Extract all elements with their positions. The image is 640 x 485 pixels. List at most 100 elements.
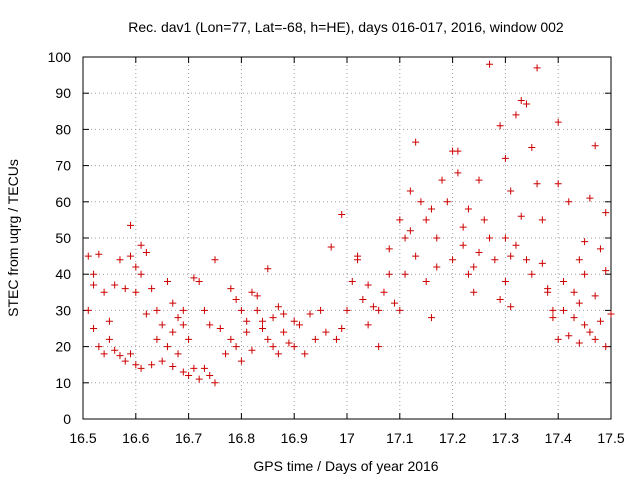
data-point: [427, 205, 435, 213]
data-point: [549, 306, 557, 314]
y-tick-label: 30: [55, 302, 71, 318]
data-point: [496, 296, 504, 304]
data-point: [380, 288, 388, 296]
data-point: [570, 288, 578, 296]
data-point: [163, 343, 171, 351]
data-point: [90, 281, 98, 289]
data-point: [158, 321, 166, 329]
data-points: [84, 60, 615, 387]
data-point: [185, 372, 193, 380]
x-tick-label: 16.9: [281, 430, 308, 446]
data-point: [359, 296, 367, 304]
data-point: [417, 198, 425, 206]
data-point: [533, 64, 541, 72]
data-point: [280, 310, 288, 318]
data-point: [105, 317, 113, 325]
data-point: [174, 314, 182, 322]
data-point: [586, 194, 594, 202]
grid: [83, 57, 611, 419]
x-tick-label: 17.4: [545, 430, 572, 446]
data-point: [174, 350, 182, 358]
data-point: [554, 180, 562, 188]
data-point: [190, 364, 198, 372]
data-point: [95, 250, 103, 258]
data-point: [237, 357, 245, 365]
data-point: [396, 306, 404, 314]
data-point: [369, 303, 377, 311]
data-point: [105, 335, 113, 343]
data-point: [459, 241, 467, 249]
data-point: [475, 248, 483, 256]
data-point: [121, 357, 129, 365]
data-point: [179, 306, 187, 314]
data-point: [602, 267, 610, 275]
data-point: [269, 314, 277, 322]
data-point: [538, 216, 546, 224]
data-point: [227, 335, 235, 343]
data-point: [121, 285, 129, 293]
data-point: [169, 299, 177, 307]
data-point: [406, 227, 414, 235]
data-point: [248, 346, 256, 354]
data-point: [496, 122, 504, 130]
data-point: [253, 306, 261, 314]
data-point: [311, 335, 319, 343]
data-point: [206, 321, 214, 329]
data-point: [570, 314, 578, 322]
data-point: [501, 277, 509, 285]
data-point: [322, 328, 330, 336]
data-point: [90, 270, 98, 278]
data-point: [538, 259, 546, 267]
data-point: [280, 328, 288, 336]
data-point: [602, 209, 610, 217]
data-point: [343, 306, 351, 314]
data-point: [100, 350, 108, 358]
data-point: [581, 238, 589, 246]
data-point: [501, 234, 509, 242]
data-point: [554, 335, 562, 343]
data-point: [179, 321, 187, 329]
data-point: [375, 306, 383, 314]
data-point: [491, 256, 499, 264]
data-point: [142, 248, 150, 256]
data-point: [591, 335, 599, 343]
data-point: [274, 303, 282, 311]
data-point: [554, 118, 562, 126]
data-point: [454, 147, 462, 155]
data-point: [259, 325, 267, 332]
data-point: [575, 299, 583, 307]
y-tick-label: 80: [55, 121, 71, 137]
data-point: [559, 306, 567, 314]
data-point: [111, 346, 119, 354]
data-point: [512, 111, 520, 119]
x-tick-label: 16.6: [122, 430, 149, 446]
data-point: [200, 306, 208, 314]
y-tick-label: 60: [55, 194, 71, 210]
data-point: [84, 306, 92, 314]
x-tick-label: 16.7: [175, 430, 202, 446]
data-point: [137, 364, 145, 372]
x-tick-label: 16.5: [69, 430, 96, 446]
data-point: [222, 350, 230, 358]
data-point: [232, 296, 240, 304]
y-tick-label: 0: [63, 411, 71, 427]
data-point: [475, 176, 483, 184]
data-point: [565, 332, 573, 340]
data-point: [507, 187, 515, 195]
data-point: [185, 335, 193, 343]
data-point: [443, 198, 451, 206]
data-point: [148, 285, 156, 293]
data-point: [190, 274, 198, 282]
data-point: [338, 210, 346, 218]
data-point: [449, 256, 457, 264]
data-point: [523, 256, 531, 264]
data-point: [216, 325, 224, 332]
data-point: [169, 328, 177, 336]
data-point: [412, 138, 420, 146]
data-point: [90, 325, 98, 332]
y-tick-labels: 0 10 20 30 40 50 60 70 80 90 100: [48, 49, 72, 427]
data-point: [406, 187, 414, 195]
data-point: [596, 245, 604, 253]
